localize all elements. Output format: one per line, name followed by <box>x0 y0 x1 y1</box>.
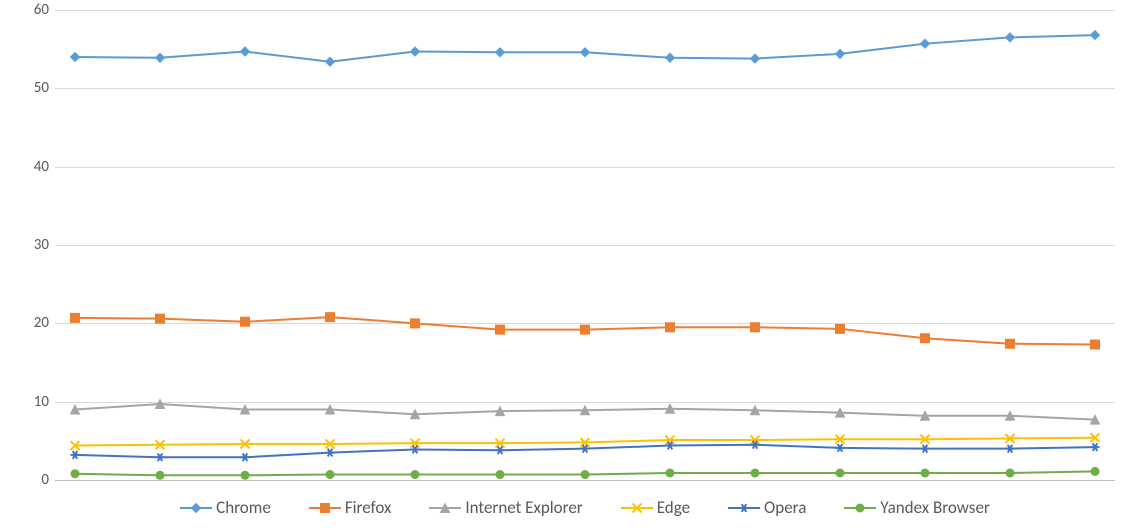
legend-label-internet-explorer: Internet Explorer <box>465 497 582 518</box>
marker-chrome <box>751 54 760 63</box>
series-line-opera <box>75 445 1095 458</box>
marker-firefox <box>1091 340 1100 349</box>
marker-firefox <box>751 323 760 332</box>
legend-item-opera: Opera <box>728 497 806 518</box>
marker-firefox <box>581 325 590 334</box>
y-tick-label: 30 <box>9 236 49 254</box>
marker-firefox <box>921 334 930 343</box>
marker-yandex-browser <box>666 468 675 477</box>
y-tick-label: 20 <box>9 314 49 332</box>
legend-label-yandex-browser: Yandex Browser <box>880 497 989 518</box>
marker-opera <box>921 445 930 453</box>
legend-swatch-firefox <box>309 500 341 516</box>
marker-chrome <box>836 49 845 58</box>
legend-item-internet-explorer: Internet Explorer <box>429 497 582 518</box>
marker-opera <box>156 453 165 461</box>
marker-firefox <box>496 325 505 334</box>
marker-chrome <box>326 57 335 66</box>
marker-chrome <box>241 47 250 56</box>
marker-chrome <box>1006 33 1015 42</box>
marker-chrome <box>496 48 505 57</box>
marker-firefox <box>326 313 335 322</box>
legend-item-edge: Edge <box>621 497 690 518</box>
legend-item-yandex-browser: Yandex Browser <box>844 497 989 518</box>
plot-area <box>55 10 1115 480</box>
legend: Chrome Firefox Internet Explorer Edge Opera Y… <box>55 490 1115 525</box>
marker-opera <box>71 451 80 459</box>
marker-opera <box>836 444 845 452</box>
y-tick-label: 40 <box>9 158 49 176</box>
marker-opera <box>326 449 335 457</box>
legend-swatch-opera <box>728 500 760 516</box>
marker-firefox <box>411 319 420 328</box>
marker-yandex-browser <box>1091 467 1100 476</box>
marker-firefox <box>836 324 845 333</box>
marker-yandex-browser <box>921 468 930 477</box>
legend-label-opera: Opera <box>764 497 806 518</box>
marker-opera <box>241 453 250 461</box>
marker-firefox <box>71 313 80 322</box>
legend-item-chrome: Chrome <box>180 497 271 518</box>
marker-yandex-browser <box>411 470 420 479</box>
legend-label-firefox: Firefox <box>345 497 392 518</box>
marker-chrome <box>156 53 165 62</box>
marker-opera <box>1006 445 1015 453</box>
legend-label-edge: Edge <box>657 497 690 518</box>
marker-yandex-browser <box>156 471 165 480</box>
marker-firefox <box>1006 339 1015 348</box>
marker-yandex-browser <box>751 468 760 477</box>
legend-item-firefox: Firefox <box>309 497 392 518</box>
marker-chrome <box>921 39 930 48</box>
legend-swatch-edge <box>621 500 653 516</box>
marker-chrome <box>71 53 80 62</box>
marker-yandex-browser <box>241 471 250 480</box>
marker-chrome <box>411 47 420 56</box>
marker-opera <box>1091 443 1100 451</box>
y-tick-label: 0 <box>9 471 49 489</box>
marker-yandex-browser <box>326 470 335 479</box>
marker-yandex-browser <box>836 468 845 477</box>
y-tick-label: 50 <box>9 79 49 97</box>
marker-chrome <box>581 48 590 57</box>
marker-firefox <box>666 323 675 332</box>
line-chart: Chrome Firefox Internet Explorer Edge Opera Y… <box>0 0 1134 531</box>
gridline <box>55 480 1115 481</box>
marker-chrome <box>666 53 675 62</box>
marker-yandex-browser <box>581 470 590 479</box>
marker-yandex-browser <box>71 469 80 478</box>
marker-firefox <box>241 317 250 326</box>
legend-swatch-chrome <box>180 500 212 516</box>
legend-swatch-yandex-browser <box>844 500 876 516</box>
legend-label-chrome: Chrome <box>216 497 271 518</box>
marker-yandex-browser <box>496 470 505 479</box>
legend-swatch-internet-explorer <box>429 500 461 516</box>
y-tick-label: 60 <box>9 1 49 19</box>
series-layer <box>55 10 1115 480</box>
y-tick-label: 10 <box>9 393 49 411</box>
marker-chrome <box>1091 31 1100 40</box>
marker-firefox <box>156 314 165 323</box>
marker-yandex-browser <box>1006 468 1015 477</box>
